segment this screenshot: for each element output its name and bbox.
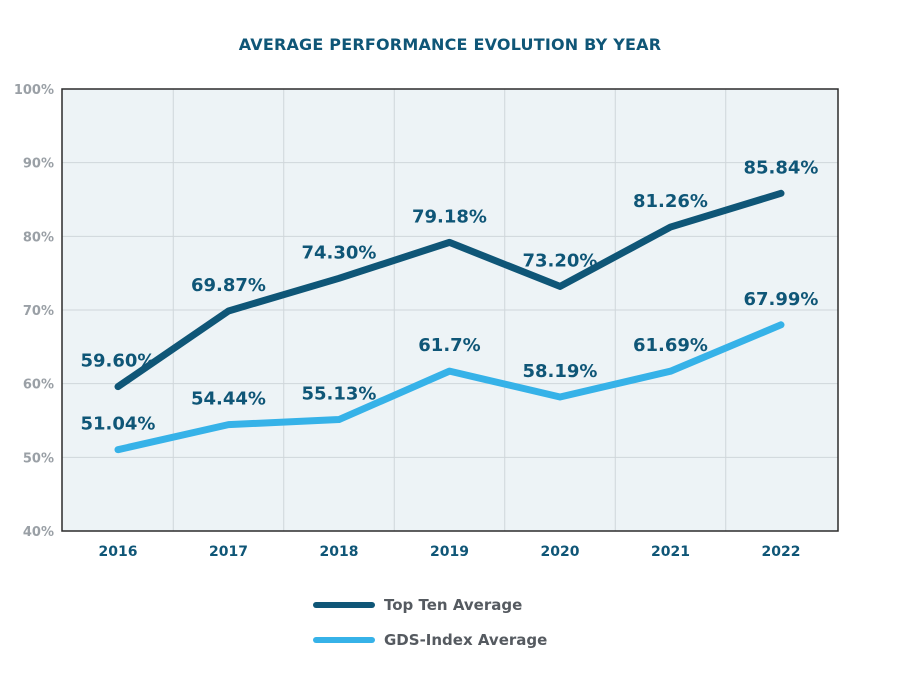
y-tick-label: 70% [23, 304, 54, 319]
data-label: 55.13% [302, 384, 377, 405]
y-tick-label: 100% [14, 83, 54, 98]
data-label: 61.69% [633, 335, 708, 356]
y-tick-label: 80% [23, 230, 54, 245]
data-label: 74.30% [302, 242, 377, 263]
series-line-gds-index [114, 321, 785, 454]
x-tick-label: 2021 [651, 544, 690, 560]
data-label: 61.7% [418, 335, 480, 356]
series-lines [114, 189, 785, 454]
x-tick-label: 2020 [541, 544, 580, 560]
plot-frame [61, 88, 839, 532]
y-tick-label: 50% [23, 451, 54, 466]
data-label: 59.60% [81, 351, 156, 372]
x-tick-label: 2018 [320, 544, 359, 560]
x-tick-label: 2019 [430, 544, 469, 560]
data-label: 79.18% [412, 206, 487, 227]
data-label: 51.04% [81, 414, 156, 435]
chart-title: AVERAGE PERFORMANCE EVOLUTION BY YEAR [239, 35, 662, 54]
data-labels: 59.60% 69.87% 74.30% 79.18% 73.20% 81.26% 85.8… [81, 157, 819, 434]
axes: 40% 50% 60% 70% 80% 90% 100% 2016 2017 2018 2019 20… [14, 83, 839, 560]
grid-lines [62, 89, 838, 531]
data-label: 85.84% [744, 157, 819, 178]
data-label: 73.20% [523, 250, 598, 271]
legend: Top Ten Average GDS-Index Average [313, 596, 547, 649]
data-label: 67.99% [744, 289, 819, 310]
y-tick-label: 40% [23, 525, 54, 540]
x-tick-label: 2016 [99, 544, 138, 560]
data-label: 54.44% [191, 389, 266, 410]
series-line-top-ten [114, 189, 785, 391]
data-label: 81.26% [633, 191, 708, 212]
x-tick-label: 2017 [209, 544, 248, 560]
x-tick-label: 2022 [762, 544, 801, 560]
y-tick-label: 60% [23, 378, 54, 393]
data-label: 69.87% [191, 275, 266, 296]
y-tick-label: 90% [23, 157, 54, 172]
legend-label-top-ten: Top Ten Average [384, 596, 522, 614]
data-label: 58.19% [523, 361, 598, 382]
legend-label-gds-index: GDS-Index Average [384, 631, 547, 649]
